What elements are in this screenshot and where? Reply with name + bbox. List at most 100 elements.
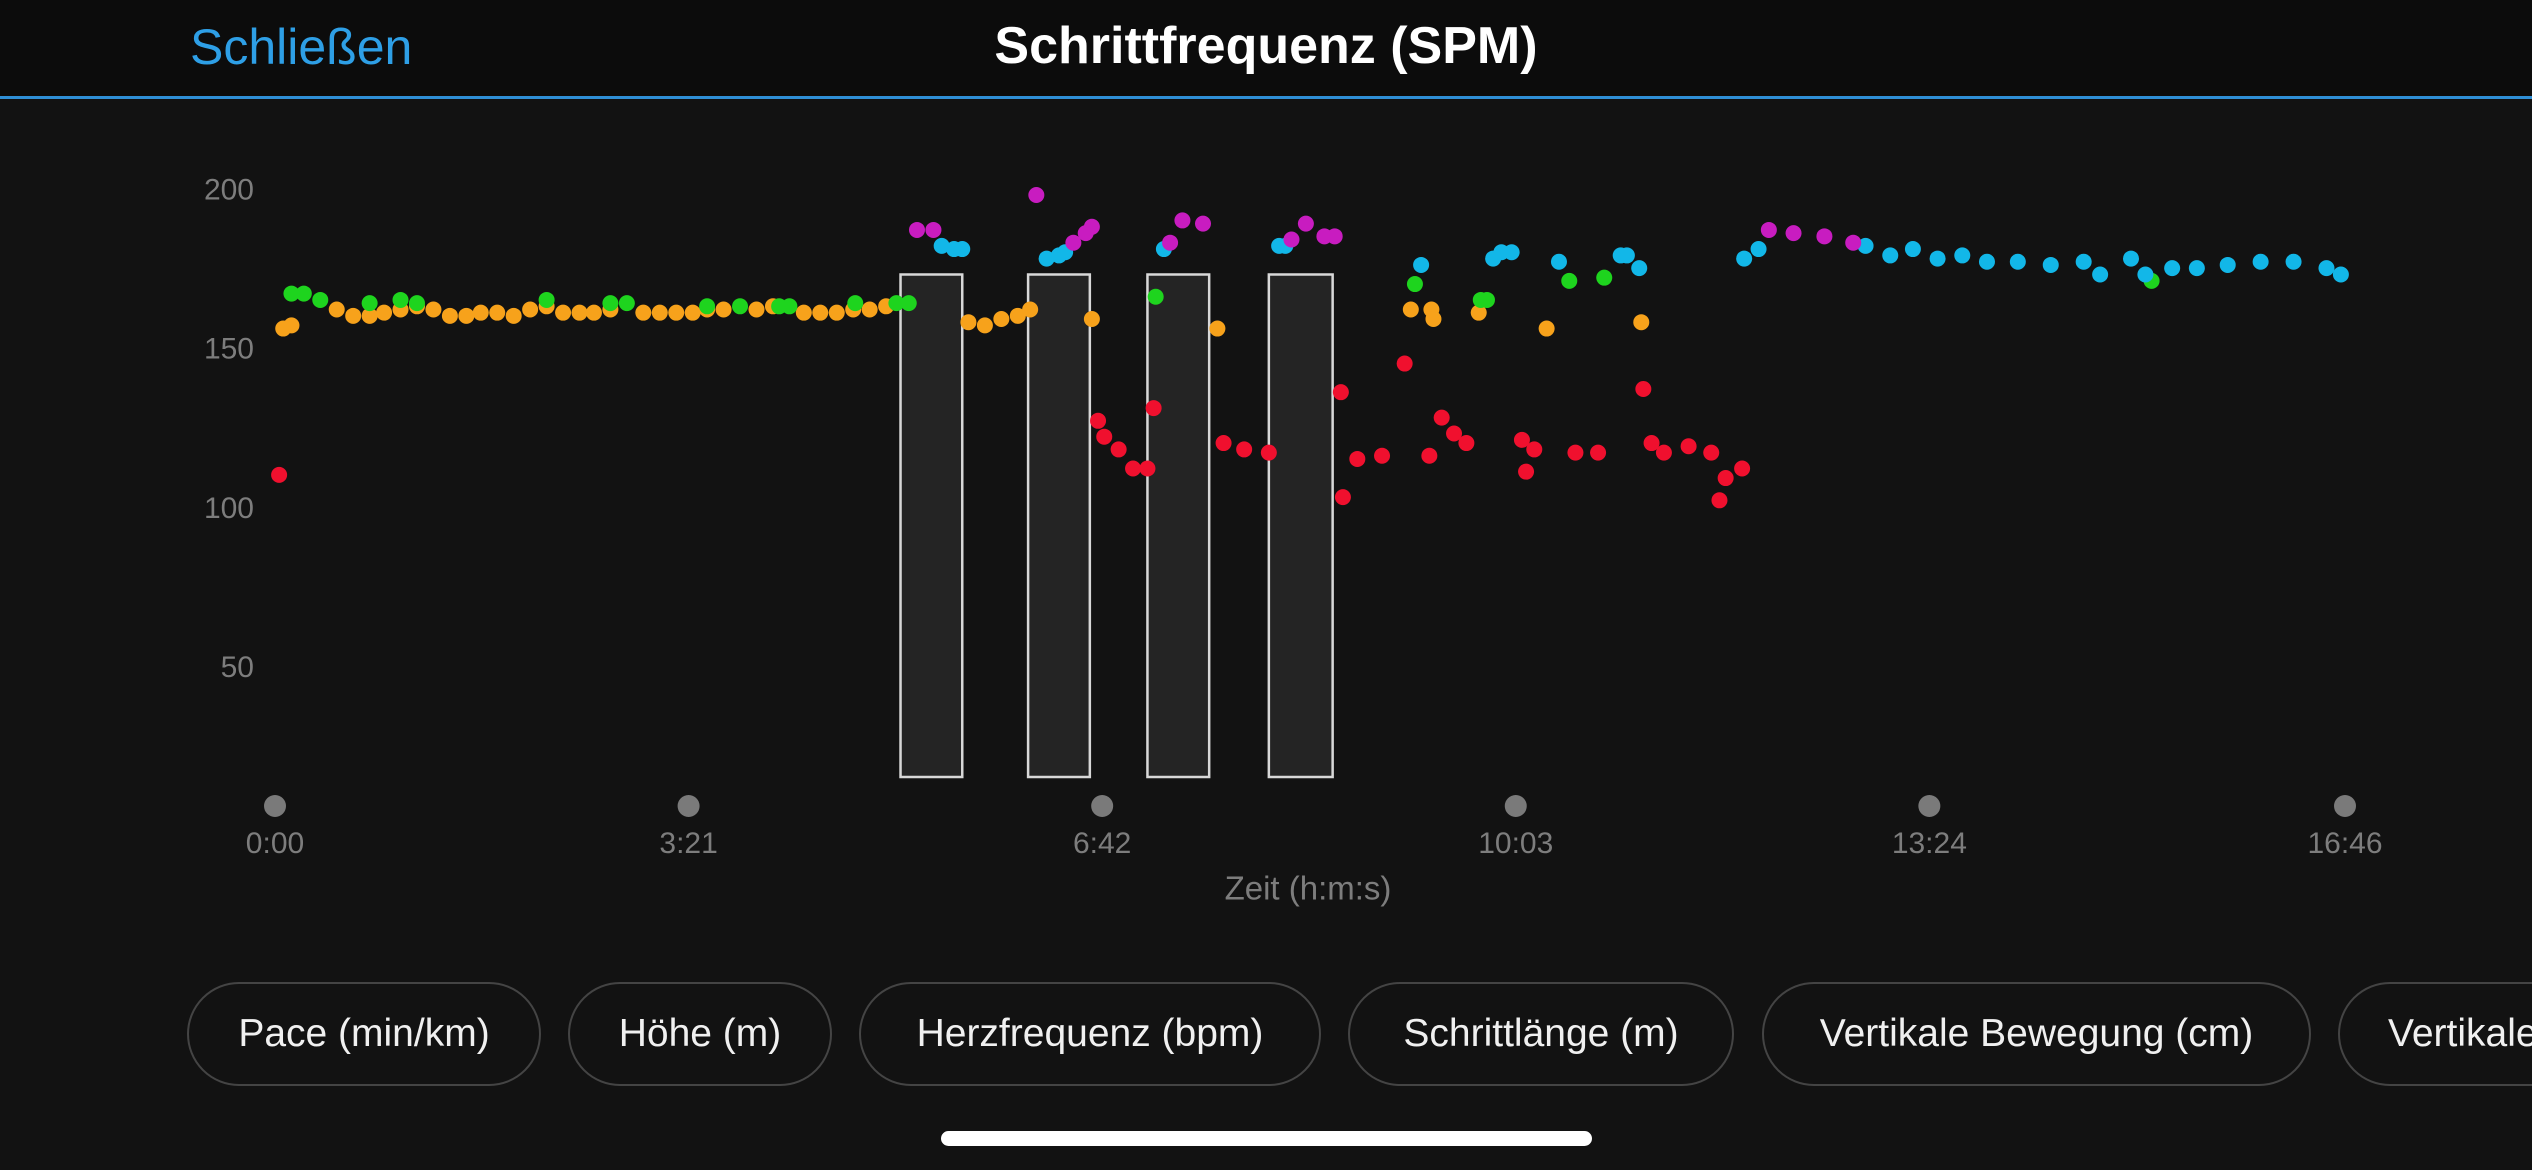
data-point (888, 295, 905, 312)
y-tick-label: 200 (204, 174, 254, 207)
data-point (1478, 291, 1495, 308)
data-point (1446, 425, 1463, 442)
data-point (1083, 311, 1100, 328)
data-point (1406, 276, 1423, 293)
data-point (1618, 247, 1635, 264)
data-point (1096, 428, 1113, 445)
data-point (1882, 247, 1899, 264)
data-point (1236, 441, 1253, 458)
data-point (1655, 444, 1672, 461)
data-point (1349, 450, 1366, 467)
data-point (1680, 438, 1697, 455)
data-point (1785, 225, 1802, 242)
data-point (489, 304, 506, 321)
y-tick-label: 50 (221, 651, 254, 684)
data-point (1845, 234, 1862, 251)
x-tick-label: 16:46 (2307, 827, 2382, 860)
data-point (1028, 186, 1045, 203)
data-point (328, 301, 345, 318)
data-point (1332, 384, 1349, 401)
data-point (684, 304, 701, 321)
x-axis-label: Zeit (h:m:s) (1225, 870, 1392, 907)
data-point (1283, 231, 1300, 248)
data-point (2252, 253, 2269, 270)
home-indicator (941, 1131, 1592, 1146)
data-point (828, 304, 845, 321)
data-point (699, 298, 716, 315)
metric-button[interactable]: Vertikale Bewegung (cm) (1762, 982, 2311, 1086)
data-point (1326, 228, 1343, 245)
x-tick-mark (1918, 795, 1941, 817)
data-point (954, 241, 971, 258)
data-point (283, 285, 300, 302)
data-point (933, 237, 950, 254)
data-point (635, 304, 652, 321)
data-point (2092, 266, 2109, 283)
data-point (1596, 269, 1613, 286)
data-point (861, 301, 878, 318)
data-point (1334, 489, 1351, 506)
data-point (2009, 253, 2026, 270)
data-point (795, 304, 812, 321)
data-point (748, 301, 765, 318)
x-tick-label: 0:00 (246, 827, 304, 860)
data-point (1734, 460, 1751, 477)
data-point (1590, 444, 1607, 461)
metric-button[interactable]: Schrittlänge (m) (1348, 982, 1734, 1086)
data-point (2332, 266, 2349, 283)
close-button[interactable]: Schließen (190, 19, 413, 75)
data-point (2137, 266, 2154, 283)
data-point (602, 295, 619, 312)
data-point (1736, 250, 1753, 267)
data-point (1090, 412, 1107, 429)
data-point (361, 307, 378, 324)
data-point (1110, 441, 1127, 458)
data-point (1297, 215, 1314, 232)
metric-button[interactable]: Höhe (m) (568, 982, 832, 1086)
data-point (1139, 460, 1156, 477)
data-point (1929, 250, 1946, 267)
x-tick-mark (1504, 795, 1527, 817)
metric-button[interactable]: Vertikale (2338, 982, 2532, 1086)
x-tick-mark (2334, 795, 2356, 817)
data-point (2285, 253, 2302, 270)
data-point (1009, 307, 1026, 324)
data-point (1561, 272, 1578, 289)
data-point (1470, 304, 1487, 321)
data-point (1857, 237, 1874, 254)
x-tick-mark (264, 795, 286, 817)
data-point (1215, 435, 1232, 452)
data-point (1083, 218, 1100, 235)
data-point (1904, 241, 1921, 258)
chart: 50 100 150 200 0:00 3:21 6:42 10:03 13:24 16:46 Ze… (204, 174, 2383, 907)
data-point (1433, 409, 1450, 426)
data-point (2188, 260, 2205, 277)
data-point (1145, 400, 1162, 417)
data-point (312, 291, 329, 308)
data-point (1458, 435, 1475, 452)
data-point (1518, 463, 1535, 480)
data-point (1022, 301, 1039, 318)
data-point (2318, 260, 2335, 277)
data-point (1413, 256, 1430, 273)
data-point (1065, 234, 1082, 251)
metric-button[interactable]: Pace (min/km) (187, 982, 541, 1086)
y-tick-label: 150 (204, 333, 254, 366)
data-point (1513, 431, 1530, 448)
data-point (925, 221, 942, 238)
data-point (441, 307, 458, 324)
data-point (781, 298, 798, 315)
metric-button[interactable]: Herzfrequenz (bpm) (859, 982, 1321, 1086)
data-point (2075, 253, 2092, 270)
interval-bar (1026, 273, 1092, 779)
data-point (1038, 250, 1055, 267)
data-point (2123, 250, 2140, 267)
x-tick-label: 6:42 (1073, 827, 1131, 860)
metric-buttons: Pace (min/km) Höhe (m) Herzfrequenz (bpm) S… (0, 982, 2532, 1092)
data-point (976, 317, 993, 334)
data-point (1711, 492, 1728, 509)
data-point (345, 307, 362, 324)
data-point (1402, 301, 1419, 318)
data-point (1538, 320, 1555, 337)
data-point (1717, 470, 1734, 487)
